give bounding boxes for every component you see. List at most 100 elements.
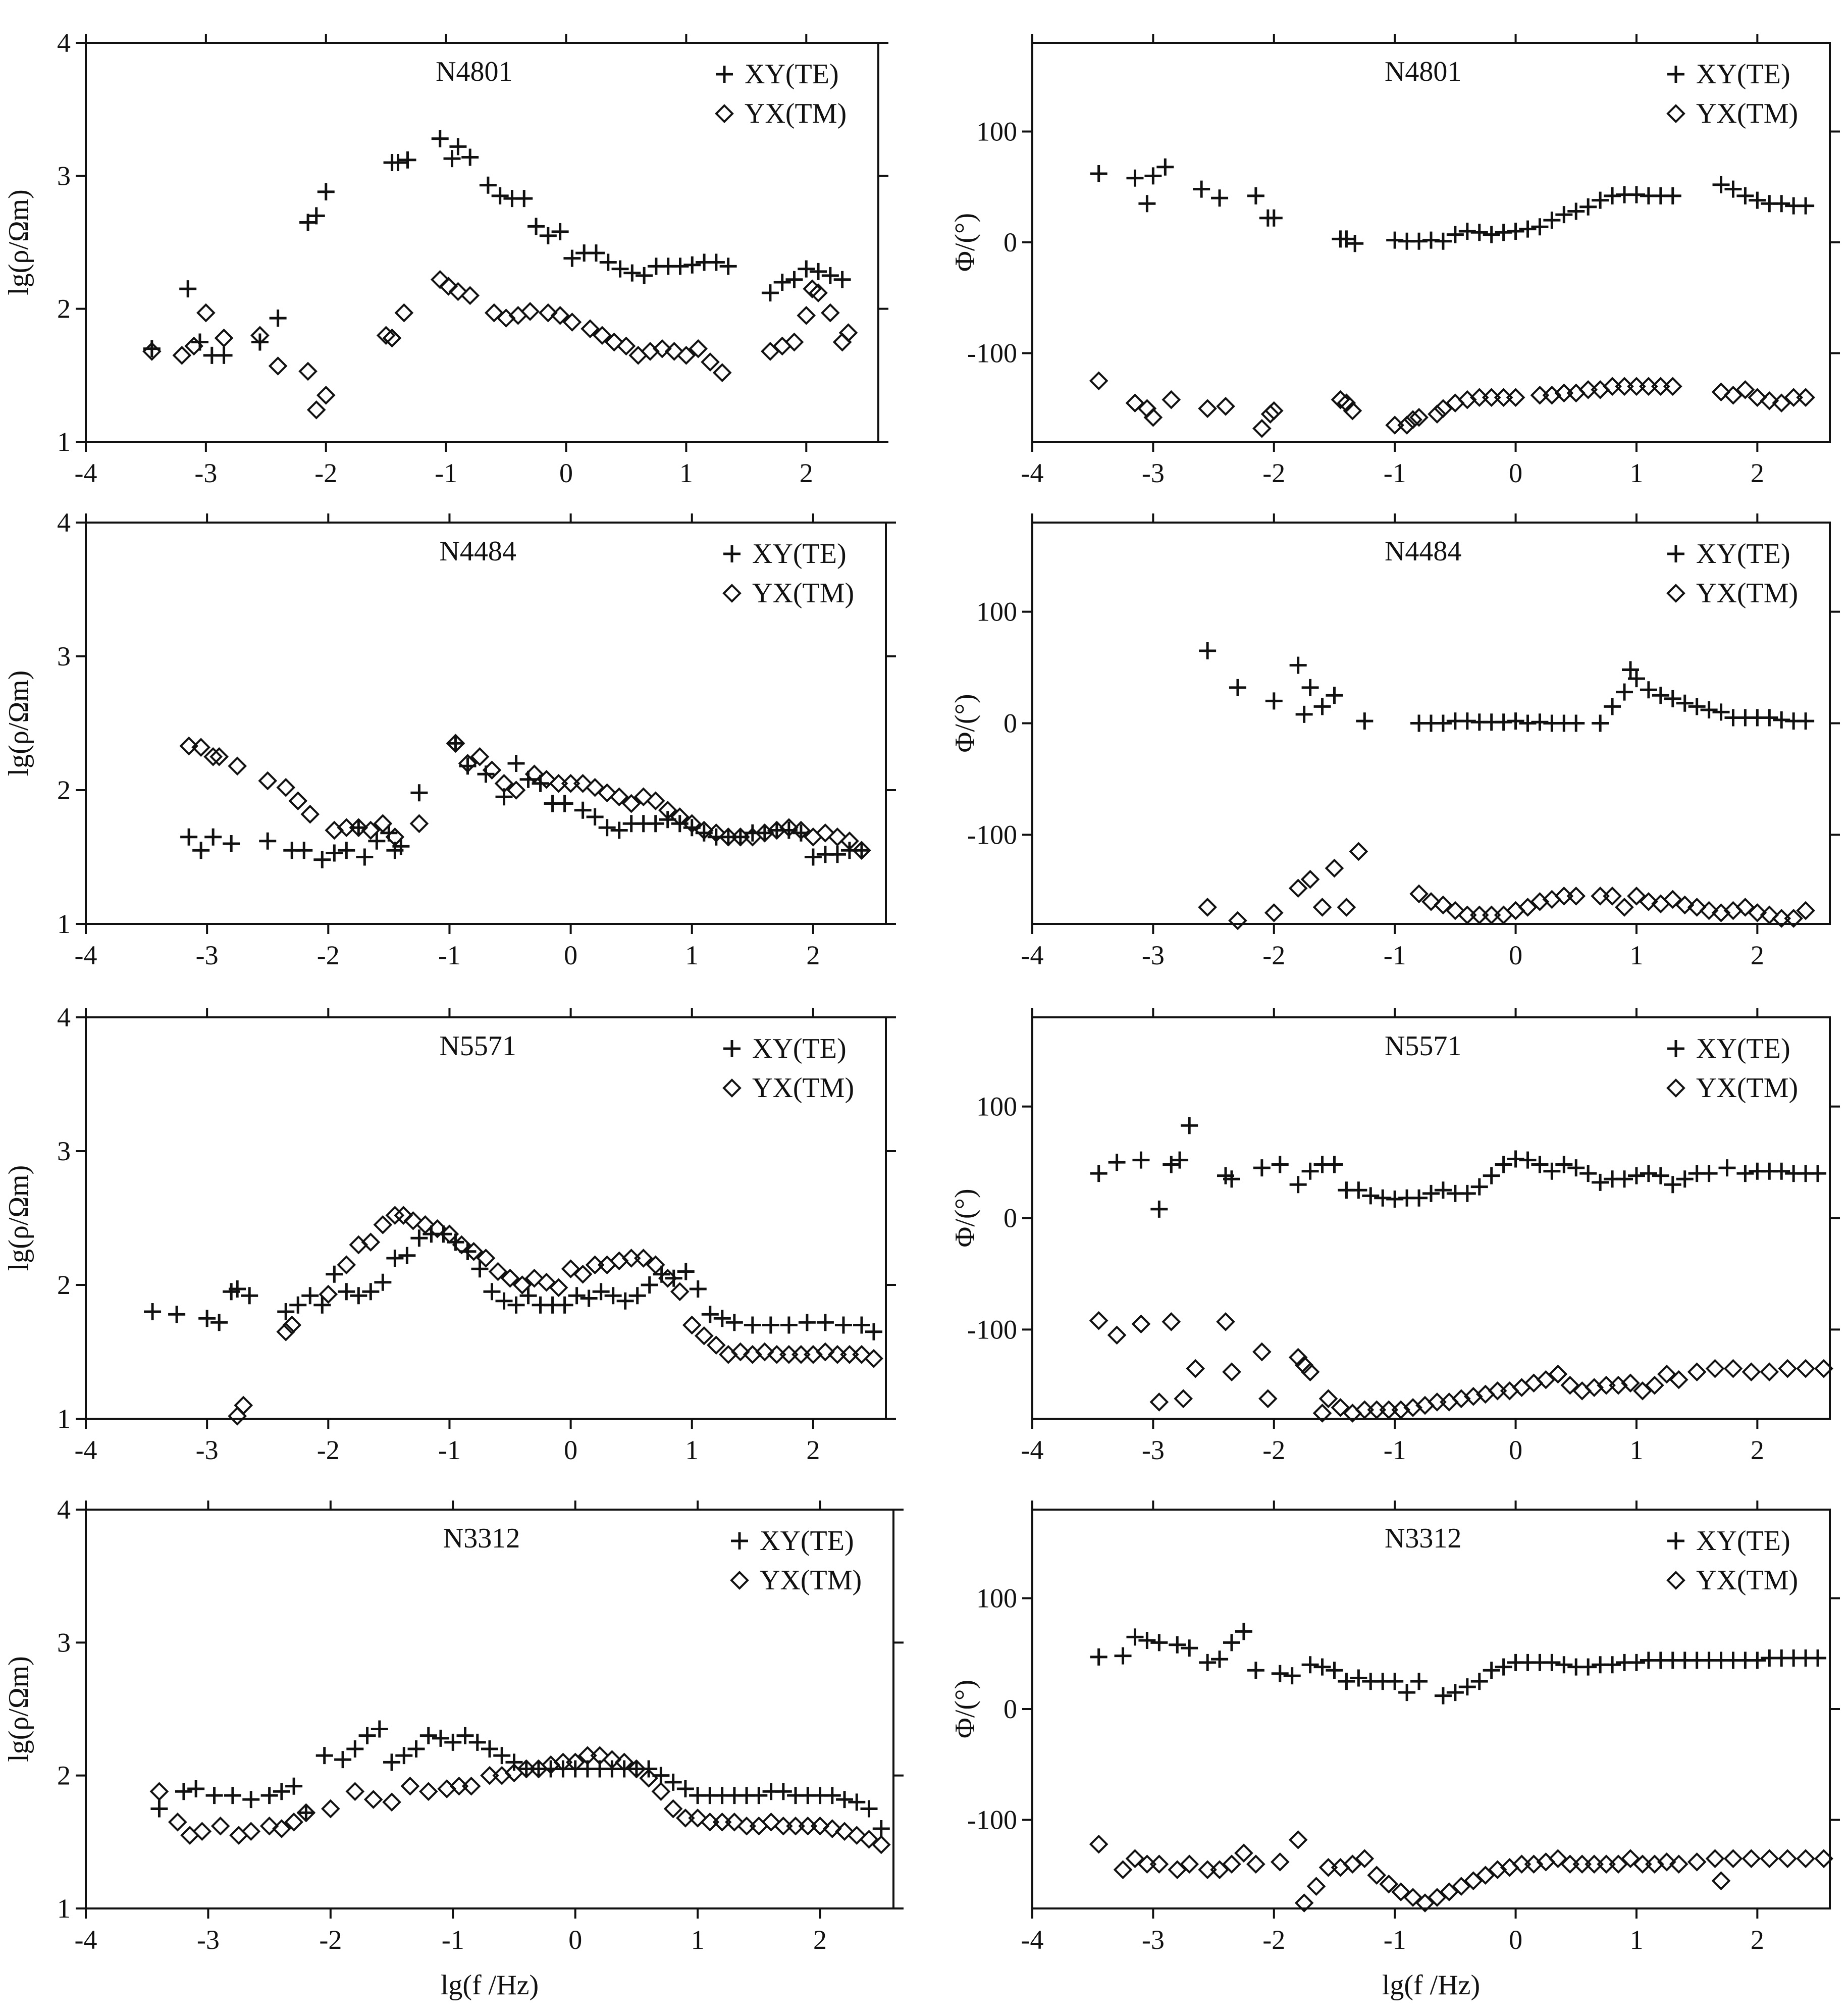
te-point [604, 1287, 622, 1305]
tm-point [1669, 1370, 1688, 1389]
tm-point [1506, 388, 1525, 407]
te-point [1301, 1656, 1319, 1674]
tm-point [1288, 879, 1308, 898]
te-point [383, 1753, 401, 1771]
te-point [431, 130, 449, 147]
te-point [519, 1287, 537, 1305]
y-tick-label: 1 [57, 427, 71, 457]
tm-point [537, 1272, 556, 1292]
te-point [821, 267, 839, 284]
legend-te-marker [1667, 66, 1684, 83]
te-point [515, 190, 533, 208]
tm-point [1312, 898, 1332, 917]
x-tick-label: 0 [1509, 1435, 1522, 1465]
tm-point [810, 1816, 830, 1836]
y-tick-label: -100 [967, 338, 1017, 368]
station-label: N3312 [443, 1523, 520, 1554]
tm-point [1355, 1849, 1375, 1869]
tm-point [1222, 1854, 1241, 1874]
y-tick-label: -100 [967, 1804, 1017, 1835]
te-point [719, 257, 737, 275]
te-point [1773, 195, 1790, 213]
x-tick-label: 0 [568, 1925, 582, 1955]
tm-point [506, 781, 526, 800]
tm-point [520, 302, 540, 321]
te-point [285, 1777, 303, 1795]
tm-point [1391, 1882, 1410, 1901]
te-point [1652, 687, 1669, 704]
tm-point [1318, 1857, 1338, 1877]
x-tick-label: 1 [685, 1435, 699, 1465]
te-point [1640, 1165, 1657, 1182]
te-point [461, 148, 479, 166]
te-point [1470, 1673, 1488, 1690]
tm-point [228, 756, 247, 776]
tm-point [847, 1826, 867, 1845]
tm-point [382, 1792, 401, 1812]
te-point [205, 1787, 223, 1804]
station-label: N5571 [1385, 1030, 1461, 1062]
tm-point [1234, 1843, 1253, 1863]
tm-point [784, 332, 804, 352]
tm-point [394, 303, 414, 323]
te-point [277, 1303, 295, 1320]
tm-point [1621, 1373, 1640, 1393]
tm-point [1615, 898, 1634, 917]
tm-point [1735, 898, 1755, 917]
te-point [1749, 191, 1766, 209]
tm-point [682, 1315, 702, 1335]
te-point [507, 755, 525, 772]
tm-point [1264, 903, 1284, 922]
tm-point [482, 760, 502, 780]
tm-point [258, 771, 278, 791]
y-tick-label: 2 [57, 294, 71, 324]
te-point [449, 138, 467, 156]
tm-point [494, 773, 514, 793]
te-point [326, 1265, 343, 1283]
tm-point [1264, 401, 1284, 421]
y-tick-label: 100 [976, 1092, 1017, 1122]
panel-resistivity-n4484: -4 -3 -2 -1 0 1 2 1 2 3 4 lg(ρ/Ωm) N4484 XY(TE) YX(TM) [3, 507, 896, 970]
tm-point [1621, 1849, 1640, 1869]
te-point [828, 846, 846, 863]
station-label: N4484 [1385, 536, 1461, 567]
tm-point [373, 814, 393, 834]
tm-point [1258, 1389, 1278, 1409]
tm-point [779, 818, 799, 838]
tm-point [565, 1752, 585, 1772]
te-point [1724, 180, 1742, 198]
tm-point [1633, 1381, 1652, 1401]
tm-point [149, 1782, 169, 1801]
tm-point [296, 1803, 316, 1823]
x-tick-label: -4 [75, 458, 97, 488]
te-point [1797, 712, 1815, 730]
tm-point [1168, 1860, 1187, 1880]
tm-point [345, 1782, 365, 1801]
tm-point [228, 1406, 247, 1426]
y-tick-label: 1 [57, 909, 71, 939]
tm-point [1216, 1312, 1235, 1331]
te-point [1265, 209, 1283, 227]
te-point [150, 1800, 168, 1818]
legend-tm-label: YX(TM) [1696, 1072, 1798, 1104]
x-tick-label: 1 [691, 1925, 705, 1955]
tm-point [464, 1242, 484, 1261]
tm-point [658, 800, 677, 820]
te-point [326, 844, 343, 862]
te-point [1247, 1662, 1264, 1679]
tm-point [597, 783, 617, 803]
tm-point [786, 1816, 805, 1836]
te-point [664, 1773, 682, 1791]
tm-point [1603, 886, 1622, 906]
tm-point [1300, 869, 1320, 889]
tm-point [1149, 1392, 1169, 1412]
y-tick-label: 1 [57, 1404, 71, 1434]
tm-point [616, 336, 636, 356]
te-point [1446, 226, 1464, 243]
tm-point [652, 339, 672, 358]
tm-point [712, 363, 732, 382]
tm-point [376, 326, 396, 345]
te-point [1664, 187, 1681, 204]
te-point [407, 1740, 425, 1758]
